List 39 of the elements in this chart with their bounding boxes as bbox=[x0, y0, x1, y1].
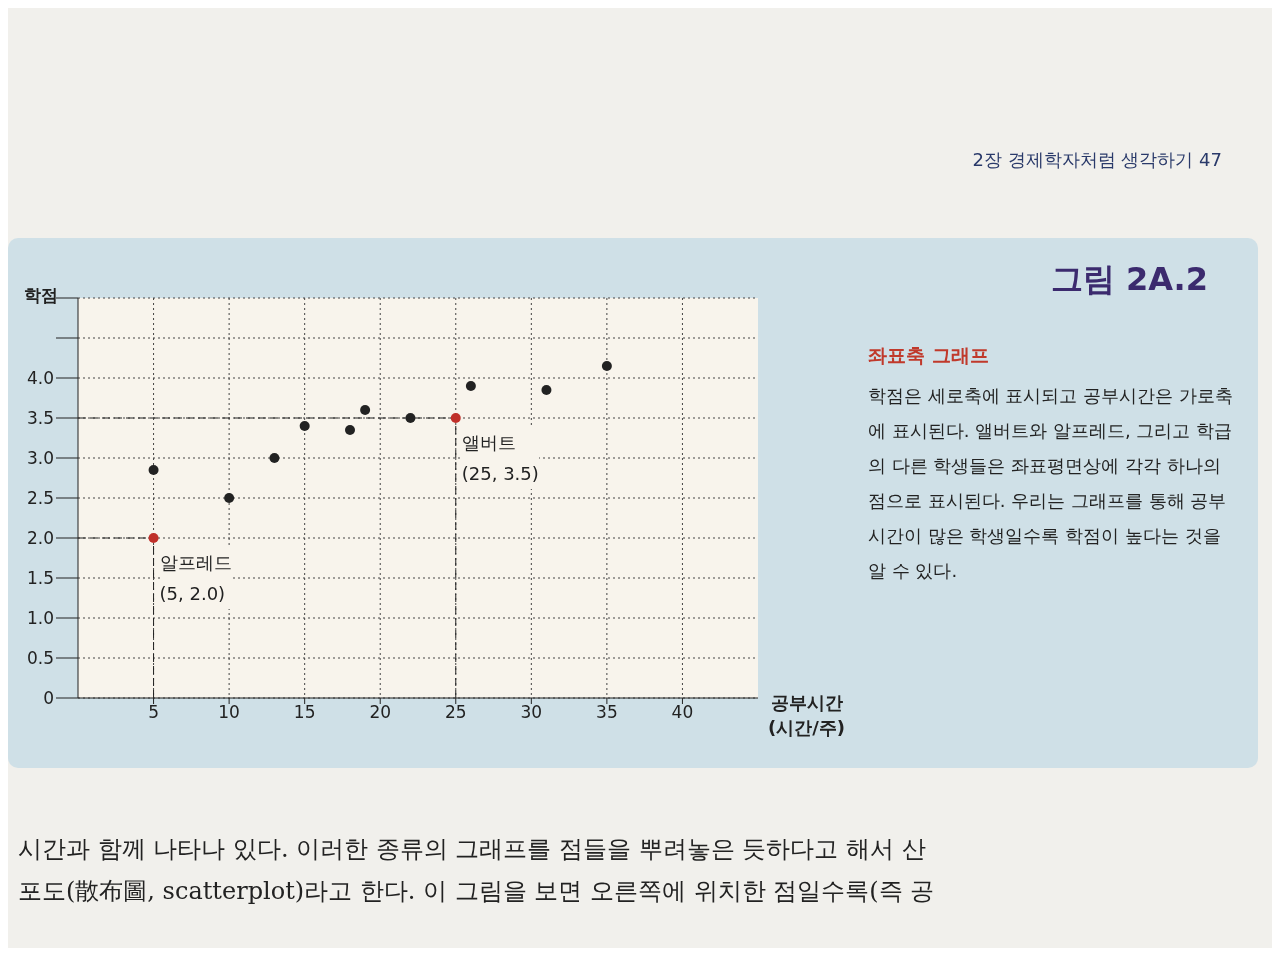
y-tick-label: 4.0 bbox=[26, 368, 54, 389]
x-tick-label: 40 bbox=[671, 702, 694, 723]
point bbox=[269, 453, 280, 463]
x-tick-label: 35 bbox=[596, 702, 618, 723]
text: 학점은 세로축에 표시되고 공부시간은 가로축에 표시된다. 앨버트와 알프레드, 그리고 학급의 다른 학생들은 좌표평면상에 각각 하나의 점으로 표시된다. 우리는 그래프를 통해 공부시간이 많은 학생일수록 학점이 높다는 것을 알 수 있다. bbox=[868, 384, 1234, 584]
point bbox=[465, 381, 476, 391]
text: 시간과 함께 나타나 있다. 이러한 종류의 그래프를 점들을 뿌려놓은 듯하다고 해서 산 bbox=[18, 834, 926, 865]
text: 그림 2A.2 bbox=[1050, 259, 1208, 300]
point bbox=[224, 493, 235, 503]
x-tick-label: 15 bbox=[293, 702, 316, 723]
point bbox=[360, 405, 371, 415]
point bbox=[299, 421, 310, 431]
x-tick-label: 10 bbox=[218, 702, 240, 723]
y-tick-label: 3.5 bbox=[26, 408, 54, 429]
text: 포도(散布圖, scatterplot)라고 한다. 이 그림을 보면 오른쪽에 위치한 점일수록(즉 공 bbox=[18, 876, 935, 907]
point bbox=[601, 361, 612, 371]
text: 2장 경제학자처럼 생각하기 47 bbox=[972, 148, 1222, 172]
x-tick-label: 25 bbox=[444, 702, 467, 723]
y-tick-label: 2.5 bbox=[26, 488, 54, 509]
y-axis-title: 학점 bbox=[24, 284, 58, 307]
y-tick-label: 2.0 bbox=[26, 528, 54, 549]
point bbox=[345, 425, 355, 435]
y-tick-label: 0.5 bbox=[26, 648, 54, 669]
y-tick-label: 3.0 bbox=[26, 448, 54, 469]
y-tick-label: 0 bbox=[43, 688, 54, 709]
x-tick-label: 5 bbox=[148, 702, 159, 723]
y-tick-label: 1.0 bbox=[26, 608, 54, 629]
point bbox=[148, 465, 159, 475]
annotation: 알프레드 (5, 2.0) bbox=[159, 548, 232, 610]
point bbox=[541, 385, 552, 395]
y-tick-label: 1.5 bbox=[26, 568, 54, 589]
point bbox=[450, 413, 461, 423]
x-tick-label: 20 bbox=[369, 702, 392, 723]
annotation: 앨버트 (25, 3.5) bbox=[461, 428, 539, 490]
x-tick-label: 30 bbox=[520, 702, 543, 723]
x-axis-title: 공부시간 (시간/주) bbox=[768, 691, 846, 741]
text: 좌표축 그래프 bbox=[868, 343, 989, 368]
point bbox=[148, 533, 159, 543]
point bbox=[405, 413, 416, 423]
